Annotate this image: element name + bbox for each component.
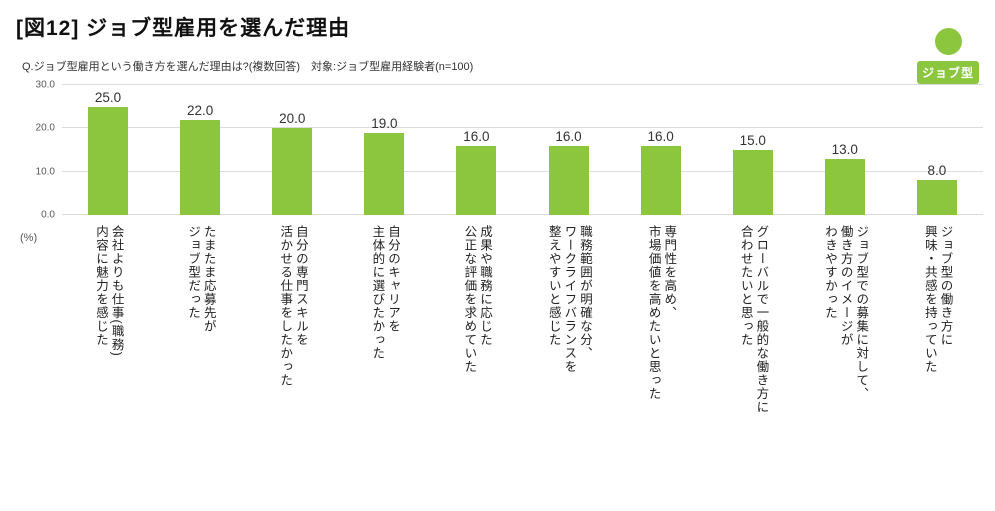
category-label: 専門性を高め、 市場価値を高めたいと思った xyxy=(646,225,677,401)
bar xyxy=(732,150,773,215)
bar-chart: 25.0 22.0 20.0 19.0 16.0 16.0 16.0 15.0 13.0 8.0 … xyxy=(10,80,983,507)
category-label-cell: 成果や職務に応じた 公正な評価を求めていた xyxy=(430,225,522,507)
bar-column: 25.0 xyxy=(62,90,154,215)
category-label: 成果や職務に応じた 公正な評価を求めていた xyxy=(462,225,493,374)
category-label: ジョブ型での募集に対して、 働き方のイメージが わきやすかった xyxy=(822,225,869,401)
y-axis-unit-label: (%) xyxy=(20,232,38,244)
bar-value-label: 13.0 xyxy=(831,141,858,157)
category-label-cell: ジョブ型での募集に対して、 働き方のイメージが わきやすかった xyxy=(799,225,891,507)
bar-value-label: 22.0 xyxy=(187,102,214,118)
bar xyxy=(364,132,405,215)
y-gridline xyxy=(62,214,983,215)
category-label-cell: 会社よりも仕事(職務) 内容に魅力を感じた xyxy=(62,225,154,507)
bar xyxy=(824,158,865,215)
bar-value-label: 15.0 xyxy=(739,133,766,148)
bar xyxy=(88,106,129,215)
bar-column: 16.0 xyxy=(522,129,614,215)
bar-value-label: 19.0 xyxy=(371,115,398,131)
category-label-cell: 自分のキャリアを 主体的に選びたかった xyxy=(338,225,430,507)
bar-value-label: 16.0 xyxy=(463,128,490,144)
category-label: たまたま応募先が ジョブ型だった xyxy=(186,225,216,333)
category-label: 自分の専門スキルを 活かせる仕事をしたかった xyxy=(278,225,308,387)
y-tick-label: 10.0 xyxy=(35,166,55,178)
jobgata-badge-label: ジョブ型 xyxy=(917,61,979,84)
y-tick-label: 20.0 xyxy=(35,122,55,134)
page-title: [図12] ジョブ型雇用を選んだ理由 xyxy=(16,17,351,40)
y-gridline xyxy=(62,127,983,129)
category-label-cell: グローバルで一般的な働き方に 合わせたいと思った xyxy=(707,225,799,507)
category-label-cell: 専門性を高め、 市場価値を高めたいと思った xyxy=(615,225,707,507)
category-label: グローバルで一般的な働き方に 合わせたいと思った xyxy=(738,225,769,414)
category-labels: 会社よりも仕事(職務) 内容に魅力を感じた たまたま応募先が ジョブ型だった 自分の… xyxy=(62,225,983,507)
category-label-cell: ジョブ型の働き方に 興味・共感を持っていた xyxy=(891,225,983,507)
bar-value-label: 25.0 xyxy=(94,89,122,105)
y-tick-label: 30.0 xyxy=(35,79,55,91)
bar xyxy=(640,145,681,215)
y-gridline xyxy=(62,170,983,172)
bar-value-label: 8.0 xyxy=(927,163,947,179)
bar xyxy=(548,145,589,215)
category-label: 自分のキャリアを 主体的に選びたかった xyxy=(370,225,400,360)
plot-area: 25.0 22.0 20.0 19.0 16.0 16.0 16.0 15.0 13.0 8.0 … xyxy=(36,80,983,221)
category-label: 職務範囲が明確な分、 ワークライフバランスを 整えやすいと感じた xyxy=(546,225,592,374)
bar-column: 8.0 xyxy=(891,163,983,215)
bar-column: 13.0 xyxy=(799,142,891,215)
jobgata-badge: ジョブ型 xyxy=(917,28,979,84)
jobgata-circle-icon xyxy=(934,28,962,55)
bar xyxy=(916,180,957,215)
bar xyxy=(272,128,313,215)
bar xyxy=(456,145,497,215)
category-label-cell: 自分の専門スキルを 活かせる仕事をしたかった xyxy=(246,225,338,507)
bar-column: 22.0 xyxy=(154,103,246,215)
bar-column: 16.0 xyxy=(615,129,707,215)
category-label-cell: 職務範囲が明確な分、 ワークライフバランスを 整えやすいと感じた xyxy=(522,225,614,507)
chart-subtitle: Q.ジョブ型雇用という働き方を選んだ理由は?(複数回答) 対象:ジョブ型雇用経験… xyxy=(22,61,474,73)
bar-column: 20.0 xyxy=(246,111,338,215)
bar xyxy=(180,119,221,215)
category-label: 会社よりも仕事(職務) 内容に魅力を感じた xyxy=(94,225,124,357)
bar-value-label: 20.0 xyxy=(279,111,306,127)
category-label-cell: たまたま応募先が ジョブ型だった xyxy=(154,225,246,507)
y-gridline xyxy=(62,84,983,85)
category-label: ジョブ型の働き方に 興味・共感を持っていた xyxy=(922,225,953,374)
bar-column: 16.0 xyxy=(430,129,522,215)
bar-columns: 25.0 22.0 20.0 19.0 16.0 16.0 16.0 15.0 13.0 8.0 xyxy=(62,85,983,215)
bar-column: 15.0 xyxy=(707,133,799,215)
bar-value-label: 16.0 xyxy=(555,128,582,144)
bar-value-label: 16.0 xyxy=(647,128,674,144)
bar-column: 19.0 xyxy=(338,116,430,215)
y-tick-label: 0.0 xyxy=(41,209,55,221)
